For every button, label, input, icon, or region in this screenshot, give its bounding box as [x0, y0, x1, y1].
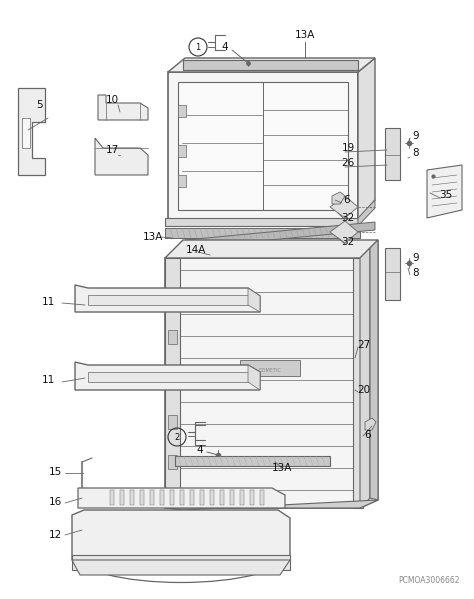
Polygon shape — [72, 560, 290, 575]
Polygon shape — [360, 240, 378, 508]
Text: 16: 16 — [48, 497, 62, 507]
Text: 9: 9 — [413, 253, 419, 263]
Text: 15: 15 — [48, 467, 62, 477]
Bar — [168, 455, 177, 469]
Polygon shape — [180, 490, 184, 505]
Bar — [165, 258, 180, 508]
Polygon shape — [260, 490, 264, 505]
Text: 1: 1 — [195, 43, 201, 52]
Bar — [178, 145, 186, 157]
Text: 32: 32 — [341, 213, 355, 223]
Bar — [178, 82, 348, 210]
Text: 17: 17 — [105, 145, 118, 155]
Bar — [168, 290, 177, 304]
Text: 19: 19 — [341, 143, 355, 153]
Polygon shape — [250, 490, 254, 505]
Polygon shape — [140, 490, 144, 505]
Text: 4: 4 — [197, 445, 203, 455]
Bar — [165, 218, 358, 226]
Text: 35: 35 — [439, 190, 453, 200]
Text: 13A: 13A — [272, 463, 292, 473]
Polygon shape — [130, 490, 134, 505]
Polygon shape — [88, 295, 248, 305]
Text: 6: 6 — [365, 430, 371, 440]
Polygon shape — [248, 365, 260, 390]
Text: 2: 2 — [174, 432, 180, 441]
Polygon shape — [330, 196, 358, 218]
Text: 13A: 13A — [295, 30, 315, 40]
Polygon shape — [168, 58, 375, 72]
Text: 26: 26 — [341, 158, 355, 168]
Polygon shape — [165, 500, 378, 510]
Bar — [240, 360, 300, 376]
Text: 6: 6 — [344, 195, 350, 205]
Bar — [353, 258, 363, 508]
Polygon shape — [110, 490, 114, 505]
Text: 13A: 13A — [143, 232, 163, 242]
Text: 20: 20 — [357, 385, 371, 395]
Text: 14A: 14A — [186, 245, 206, 255]
Polygon shape — [220, 490, 224, 505]
Polygon shape — [365, 418, 376, 430]
Text: PCMOA3006662: PCMOA3006662 — [399, 576, 460, 585]
Polygon shape — [165, 228, 360, 238]
Text: 12: 12 — [48, 530, 62, 540]
Polygon shape — [150, 490, 154, 505]
Polygon shape — [385, 248, 400, 300]
Polygon shape — [75, 285, 260, 312]
Polygon shape — [427, 165, 462, 218]
Polygon shape — [210, 490, 214, 505]
Polygon shape — [200, 490, 204, 505]
Polygon shape — [165, 240, 378, 258]
Polygon shape — [78, 488, 285, 508]
Polygon shape — [332, 192, 345, 204]
Text: 8: 8 — [413, 268, 419, 278]
Polygon shape — [120, 490, 124, 505]
Polygon shape — [88, 372, 248, 382]
Polygon shape — [72, 555, 290, 570]
Polygon shape — [358, 58, 375, 220]
Bar — [183, 60, 358, 70]
Polygon shape — [185, 222, 375, 248]
Text: 11: 11 — [41, 297, 55, 307]
Text: 4: 4 — [222, 42, 228, 52]
Polygon shape — [248, 288, 260, 312]
Text: 8: 8 — [413, 148, 419, 158]
Text: 27: 27 — [357, 340, 371, 350]
Text: 10: 10 — [105, 95, 118, 105]
Text: DOMETIC: DOMETIC — [259, 368, 282, 373]
Polygon shape — [190, 490, 194, 505]
Polygon shape — [175, 456, 330, 466]
Polygon shape — [98, 95, 148, 120]
Polygon shape — [160, 490, 164, 505]
Polygon shape — [75, 362, 260, 390]
Bar — [168, 375, 177, 389]
Polygon shape — [95, 138, 148, 175]
Text: 5: 5 — [36, 100, 43, 110]
Polygon shape — [360, 248, 370, 508]
Polygon shape — [18, 88, 45, 175]
Bar — [165, 258, 360, 508]
Polygon shape — [370, 240, 378, 500]
Polygon shape — [240, 490, 244, 505]
Text: 11: 11 — [41, 375, 55, 385]
Bar — [168, 72, 358, 220]
Polygon shape — [330, 221, 358, 243]
Polygon shape — [72, 510, 290, 560]
Bar — [168, 415, 177, 429]
Bar — [22, 118, 30, 148]
Polygon shape — [170, 490, 174, 505]
Polygon shape — [385, 128, 400, 180]
Polygon shape — [358, 200, 375, 226]
Bar — [178, 175, 186, 187]
Bar — [168, 330, 177, 344]
Text: 9: 9 — [413, 131, 419, 141]
Bar — [178, 105, 186, 117]
Polygon shape — [230, 490, 234, 505]
Text: 32: 32 — [341, 237, 355, 247]
